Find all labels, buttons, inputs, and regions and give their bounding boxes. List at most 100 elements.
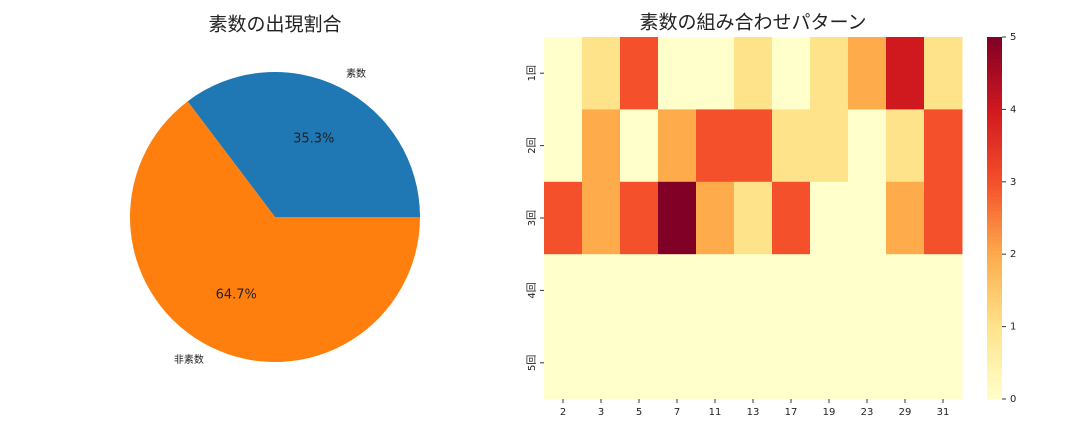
- pie-slice: [187, 72, 420, 217]
- x-tick-label: 23: [861, 407, 874, 418]
- colorbar-segment: [987, 362, 1002, 367]
- colorbar-segment: [987, 210, 1002, 215]
- colorbar-segment: [987, 98, 1002, 103]
- colorbar-segment: [987, 221, 1002, 226]
- colorbar-segment: [987, 47, 1002, 52]
- heatmap-cell: [734, 181, 773, 255]
- heatmap-cell: [810, 109, 849, 183]
- heatmap-cell: [772, 254, 811, 328]
- heatmap-cell: [544, 254, 583, 328]
- heatmap-cell: [696, 37, 735, 110]
- heatmap-cell: [848, 254, 887, 328]
- heatmap-cell: [810, 37, 849, 110]
- colorbar-segment: [987, 196, 1002, 201]
- colorbar-segment: [987, 105, 1002, 110]
- colorbar-segment: [987, 87, 1002, 92]
- colorbar-segment: [987, 156, 1002, 161]
- colorbar-segment: [987, 366, 1002, 371]
- colorbar-segment: [987, 333, 1002, 338]
- colorbar-segment: [987, 185, 1002, 190]
- colorbar-segment: [987, 58, 1002, 63]
- colorbar-segment: [987, 239, 1002, 244]
- x-tick-label: 31: [937, 407, 950, 418]
- heatmap-cell: [734, 37, 773, 110]
- colorbar-segment: [987, 62, 1002, 67]
- x-tick-label: 7: [674, 407, 680, 418]
- colorbar-segment: [987, 44, 1002, 49]
- colorbar-segment: [987, 315, 1002, 320]
- x-tick-label: 29: [899, 407, 912, 418]
- colorbar-segment: [987, 344, 1002, 349]
- y-tick-label: 4回: [526, 282, 538, 298]
- heatmap-cell: [544, 181, 583, 255]
- colorbar-segment: [987, 286, 1002, 291]
- value-label: 35.3%: [293, 132, 334, 147]
- colorbar-segment: [987, 65, 1002, 71]
- colorbar-segment: [987, 261, 1002, 266]
- heatmap-cell: [810, 181, 849, 255]
- colorbar-segment: [987, 116, 1002, 121]
- slice-label: 素数: [346, 67, 366, 80]
- colorbar-segment: [987, 113, 1002, 118]
- colorbar-tick-label: 4: [1010, 104, 1016, 115]
- colorbar-segment: [987, 236, 1002, 241]
- colorbar-segment: [987, 384, 1002, 389]
- heatmap-cell: [544, 37, 583, 110]
- colorbar-segment: [987, 91, 1002, 96]
- heatmap-cell: [886, 181, 925, 255]
- colorbar-segment: [987, 312, 1002, 317]
- colorbar-segment: [987, 243, 1002, 248]
- heatmap-cell: [696, 109, 735, 183]
- colorbar-segment: [987, 330, 1002, 335]
- colorbar-segment: [987, 192, 1002, 197]
- colorbar-segment: [987, 351, 1002, 357]
- colorbar-segment: [987, 308, 1002, 313]
- heatmap-cell: [658, 326, 697, 400]
- colorbar-segment: [987, 189, 1002, 194]
- colorbar-segment: [987, 69, 1002, 74]
- value-label: 64.7%: [216, 287, 257, 302]
- heatmap-cell: [886, 109, 925, 183]
- heatmap-cell: [582, 181, 621, 255]
- colorbar-segment: [987, 145, 1002, 150]
- colorbar-segment: [987, 268, 1002, 273]
- colorbar-segment: [987, 370, 1002, 375]
- colorbar-segment: [987, 109, 1002, 114]
- heatmap-cell: [620, 37, 659, 110]
- colorbar-segment: [987, 120, 1002, 125]
- heatmap-cell: [886, 37, 925, 110]
- chart-title: 素数の組み合わせパターン: [639, 12, 866, 34]
- heatmap-cell: [582, 254, 621, 328]
- colorbar-segment: [987, 131, 1002, 136]
- heatmap-cell: [658, 109, 697, 183]
- colorbar-segment: [987, 203, 1002, 208]
- colorbar-segment: [987, 257, 1002, 262]
- colorbar-segment: [987, 178, 1002, 183]
- x-tick-label: 5: [636, 407, 642, 418]
- colorbar-tick-label: 2: [1010, 249, 1016, 260]
- colorbar-segment: [987, 152, 1002, 157]
- colorbar-segment: [987, 319, 1002, 324]
- heatmap-cell: [696, 254, 735, 328]
- colorbar-segment: [987, 127, 1002, 132]
- colorbar-segment: [987, 275, 1002, 281]
- colorbar-segment: [987, 359, 1002, 364]
- colorbar-segment: [987, 160, 1002, 165]
- colorbar-segment: [987, 123, 1002, 128]
- colorbar-segment: [987, 301, 1002, 306]
- colorbar-segment: [987, 84, 1002, 89]
- colorbar-segment: [987, 199, 1002, 205]
- chart-title: 素数の出現割合: [208, 14, 341, 36]
- colorbar-segment: [987, 37, 1002, 42]
- heatmap-cell: [544, 109, 583, 183]
- heatmap-cell: [848, 326, 887, 400]
- heatmap-cell: [620, 181, 659, 255]
- x-tick-label: 17: [785, 407, 798, 418]
- heatmap-cell: [924, 109, 963, 183]
- heatmap-cell: [848, 109, 887, 183]
- colorbar-segment: [987, 380, 1002, 386]
- x-tick-label: 2: [560, 407, 566, 418]
- colorbar-segment: [987, 138, 1002, 143]
- colorbar-segment: [987, 391, 1002, 396]
